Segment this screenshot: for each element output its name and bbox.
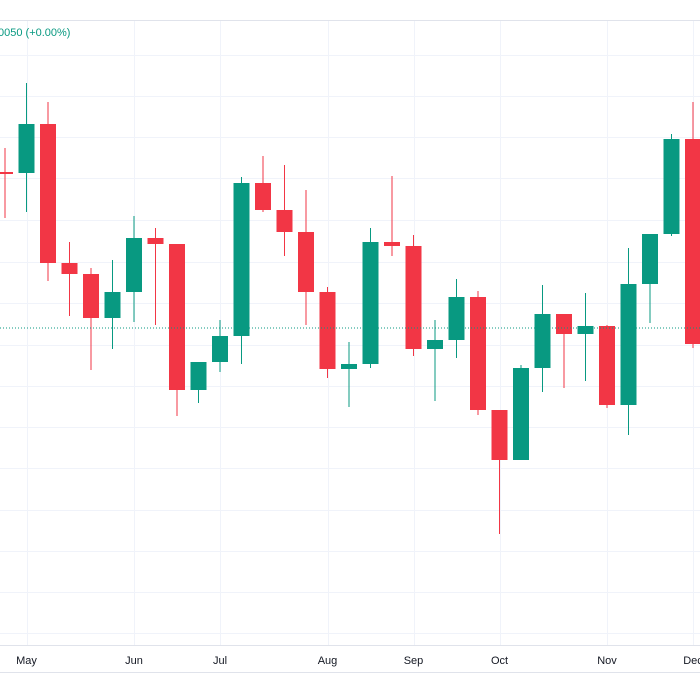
candle-body [491,410,508,460]
candle-body [341,364,357,369]
candle-body [276,210,293,232]
candle-body [384,242,400,246]
candles [0,83,700,534]
candle-body [61,263,78,274]
candle-body [0,172,13,174]
candle-body [18,124,35,173]
candle-body [255,183,271,210]
candle-body [470,297,486,410]
candle-body [104,292,121,318]
candle-body [319,292,336,369]
candle-body [556,314,572,334]
header-text: 0050 (+0.00%) [0,27,70,39]
candle-body [40,124,56,263]
candle-body [642,234,658,284]
x-tick-label: Dec [683,655,700,667]
candle-body [685,139,700,344]
candle-body [599,326,615,405]
candle-body [513,368,529,460]
candle-body [212,336,228,362]
x-tick-label: Aug [318,655,338,667]
candle-body [534,314,551,368]
candle-body [169,244,185,390]
candle-body [405,246,422,349]
x-tick-label: Oct [491,655,508,667]
candle-body [663,139,680,234]
candle-body [362,242,379,364]
candle-body [233,183,250,336]
candle-body [83,274,99,318]
x-tick-label: Nov [597,655,617,667]
x-tick-label: May [16,655,37,667]
x-tick-label: Sep [404,655,424,667]
candle-body [147,238,164,244]
candle-body [427,340,443,349]
candle-body [126,238,142,292]
x-tick-label: Jul [213,655,227,667]
candle-body [448,297,465,340]
candle-body [190,362,207,390]
x-tick-label: Jun [125,655,143,667]
candle-body [620,284,637,405]
candle-body [577,326,594,334]
candle-body [298,232,314,292]
